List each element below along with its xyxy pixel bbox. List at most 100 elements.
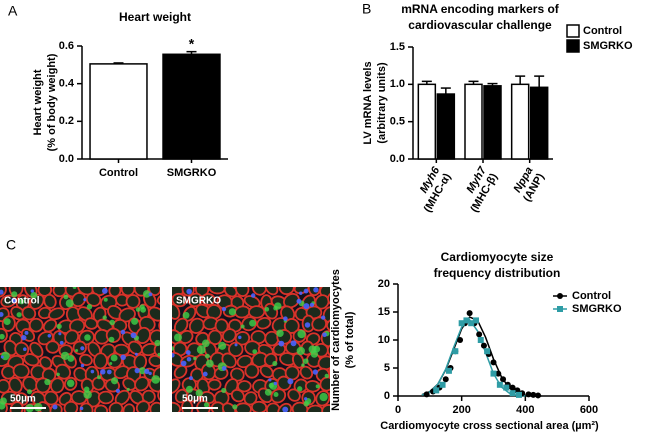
cell [248, 305, 266, 319]
cell-green [84, 334, 91, 341]
cell [48, 307, 65, 321]
cell [8, 376, 23, 394]
y-axis-label: LV mRNA levels [362, 61, 374, 144]
y-tick-label: 0.6 [59, 40, 74, 52]
panel-label: C [6, 237, 16, 253]
cell-green [108, 336, 115, 343]
cell [22, 375, 38, 392]
cell-green [66, 379, 75, 388]
cell [214, 318, 229, 334]
x-tick-label-group: Myh6(MHC-α) [418, 164, 454, 214]
nucleus [290, 340, 297, 347]
cell-green [185, 385, 193, 393]
nucleus [80, 346, 85, 351]
cell-green [232, 404, 238, 410]
cell [230, 388, 245, 403]
cell [21, 306, 37, 321]
marker-square [557, 306, 563, 312]
cell-green [72, 287, 77, 290]
bar [510, 83, 530, 160]
y-tick-label: 0.5 [390, 116, 405, 128]
marker-square [477, 337, 484, 343]
cell-green [3, 318, 11, 326]
nucleus [268, 378, 272, 382]
nucleus [313, 287, 319, 293]
image-label: SMGRKO [176, 296, 221, 307]
cell [45, 340, 60, 354]
cell-green [301, 363, 305, 367]
legend-label: Control [572, 290, 611, 302]
nucleus [304, 322, 311, 328]
x-tick-label: 400 [516, 404, 534, 416]
nucleus [304, 397, 308, 401]
cell [221, 328, 237, 343]
cell [12, 363, 30, 379]
cell-green [154, 339, 160, 347]
cell-green [30, 291, 38, 299]
cell [28, 317, 44, 333]
cell-green [172, 346, 175, 351]
cell [157, 387, 160, 403]
cell-green [56, 323, 62, 330]
nucleus [221, 306, 227, 312]
cell [64, 329, 80, 345]
nucleus [172, 352, 175, 358]
bar [89, 63, 148, 160]
cell-green [240, 324, 245, 329]
nucleus [221, 366, 227, 371]
cell [156, 293, 160, 306]
cell-green [86, 304, 93, 310]
x-tick-label: 0 [395, 404, 401, 416]
nucleus [0, 355, 4, 359]
micrograph [172, 287, 330, 412]
cell-green [297, 329, 306, 339]
cell [125, 294, 141, 309]
nucleus [282, 406, 289, 412]
image-label: Control [4, 296, 40, 307]
y-tick-label: 0.0 [59, 153, 74, 165]
y-axis-label: (% of total) [344, 311, 356, 368]
legend-swatch [566, 39, 580, 53]
cell-green [65, 299, 74, 308]
x-tick-label: Control [99, 167, 138, 179]
marker-circle [480, 342, 487, 349]
cell [244, 363, 260, 379]
cell-green [319, 392, 328, 402]
nucleus [186, 356, 192, 362]
marker-square [472, 317, 479, 324]
cell-green [203, 402, 210, 408]
cell [259, 364, 274, 379]
x-tick-label-group: Nppa(ANP) [511, 165, 547, 204]
cell-green [252, 349, 258, 354]
cell-green [204, 353, 210, 359]
nucleus [320, 315, 326, 320]
nucleus [303, 303, 310, 310]
marker-circle [500, 376, 507, 383]
cell-green [205, 359, 214, 368]
nucleus [52, 404, 58, 410]
cell-green [315, 384, 320, 389]
nucleus [106, 369, 112, 375]
cell-green [272, 361, 278, 367]
cell-green [221, 387, 227, 393]
nucleus [278, 340, 285, 347]
cell [78, 353, 93, 366]
nucleus [273, 381, 278, 386]
cell-green [18, 298, 25, 305]
nucleus [24, 330, 29, 335]
marker-square [503, 384, 510, 391]
cell-green [264, 307, 270, 312]
cell-green [228, 308, 237, 316]
scale-bar-label: 50µm [10, 394, 36, 405]
cell [172, 378, 181, 394]
scale-bar-label: 50µm [182, 394, 208, 405]
cell-green [96, 375, 101, 380]
cell-green [182, 311, 190, 319]
nucleus [130, 332, 137, 339]
nucleus [283, 316, 288, 322]
marker-circle [535, 392, 542, 399]
nucleus [287, 378, 294, 385]
nucleus [188, 376, 193, 381]
chart-title: frequency distribution [434, 266, 561, 280]
cell-green [126, 387, 130, 392]
